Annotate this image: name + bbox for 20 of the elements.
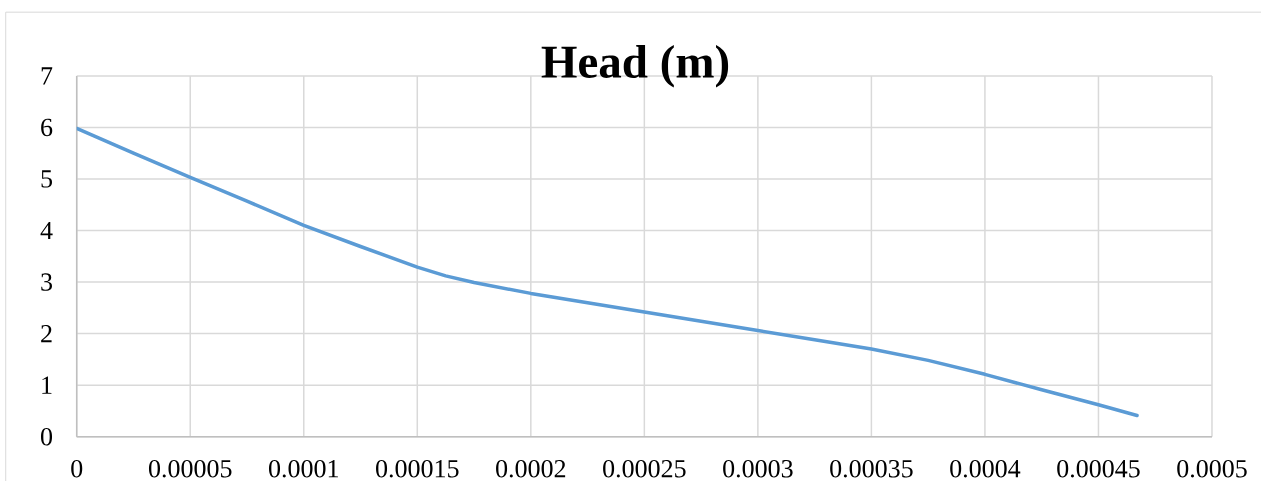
x-tick-label: 0.00025 — [603, 459, 686, 478]
x-tick-label: 0 — [71, 459, 83, 478]
y-tick-label: 7 — [41, 67, 53, 85]
x-tick-label: 0.00035 — [830, 459, 913, 478]
y-tick-label: 3 — [41, 273, 52, 291]
x-tick-label: 0.0003 — [723, 459, 793, 478]
x-tick-label: 0.0004 — [950, 459, 1021, 478]
y-tick-label: 5 — [41, 170, 52, 188]
x-tick-label: 0.0001 — [269, 459, 338, 478]
x-tick-label: 0.0002 — [496, 459, 566, 478]
x-tick-label: 0.0005 — [1177, 459, 1247, 478]
y-tick-label: 2 — [41, 324, 52, 343]
y-tick-label: 6 — [41, 118, 53, 137]
y-tick-label: 1 — [42, 376, 52, 394]
x-tick-label: 0.00045 — [1057, 459, 1140, 478]
chart-title: Head (m) — [541, 44, 729, 88]
y-tick-label: 4 — [40, 221, 53, 240]
y-tick-label: 0 — [41, 427, 53, 446]
x-tick-label: 0.00005 — [148, 459, 232, 478]
x-tick-label: 0.00015 — [376, 459, 459, 478]
